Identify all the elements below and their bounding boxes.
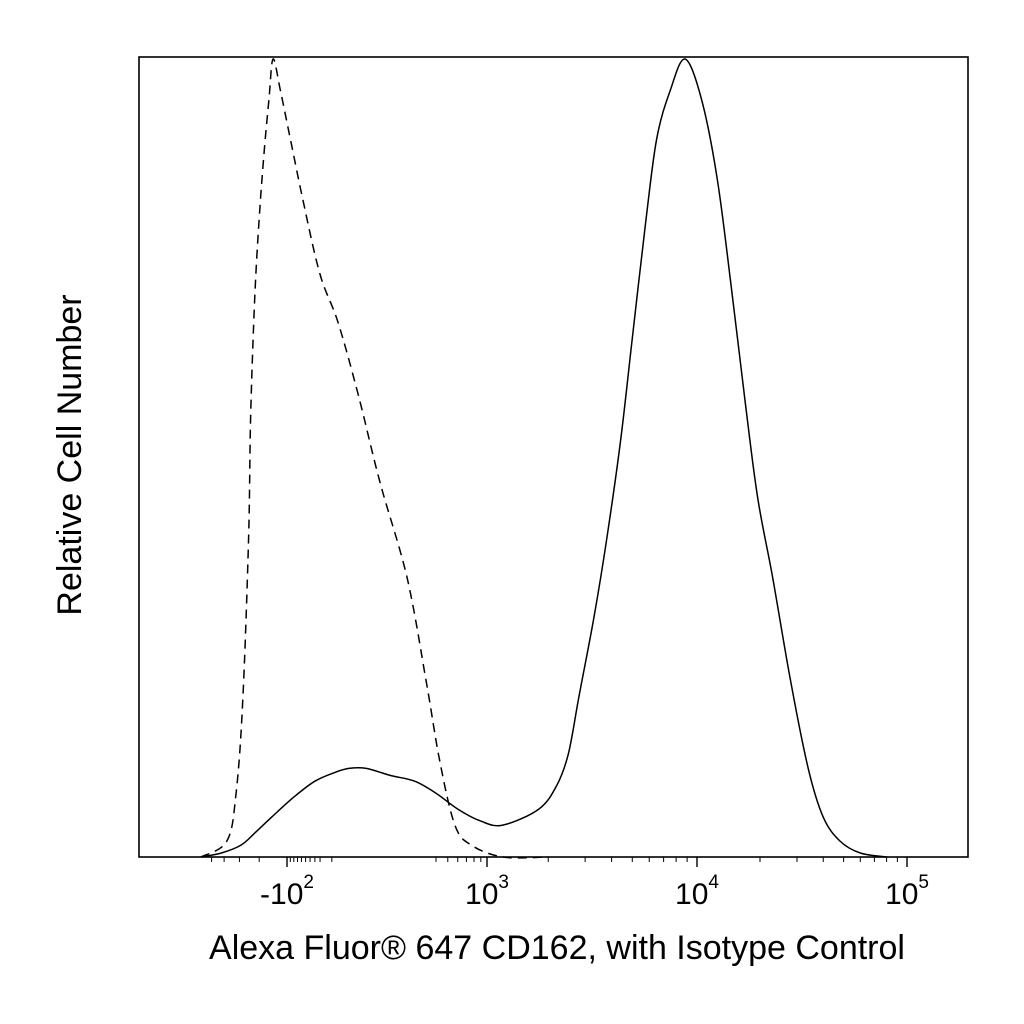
isotype-control-curve [200, 58, 549, 859]
histogram-curves [200, 58, 887, 859]
x-tick-label: 105 [885, 872, 929, 911]
x-axis-ticks [211, 857, 908, 867]
x-axis-tick-labels: -102 103 104 105 [260, 872, 929, 911]
x-tick-label: -102 [260, 872, 314, 911]
plot-frame [138, 56, 969, 858]
x-tick-label: 104 [675, 872, 719, 911]
x-axis-title: Alexa Fluor® 647 CD162, with Isotype Con… [209, 929, 905, 967]
x-tick-label: 103 [465, 872, 509, 911]
y-axis-title: Relative Cell Number [51, 294, 89, 615]
cd162-curve [200, 58, 887, 858]
